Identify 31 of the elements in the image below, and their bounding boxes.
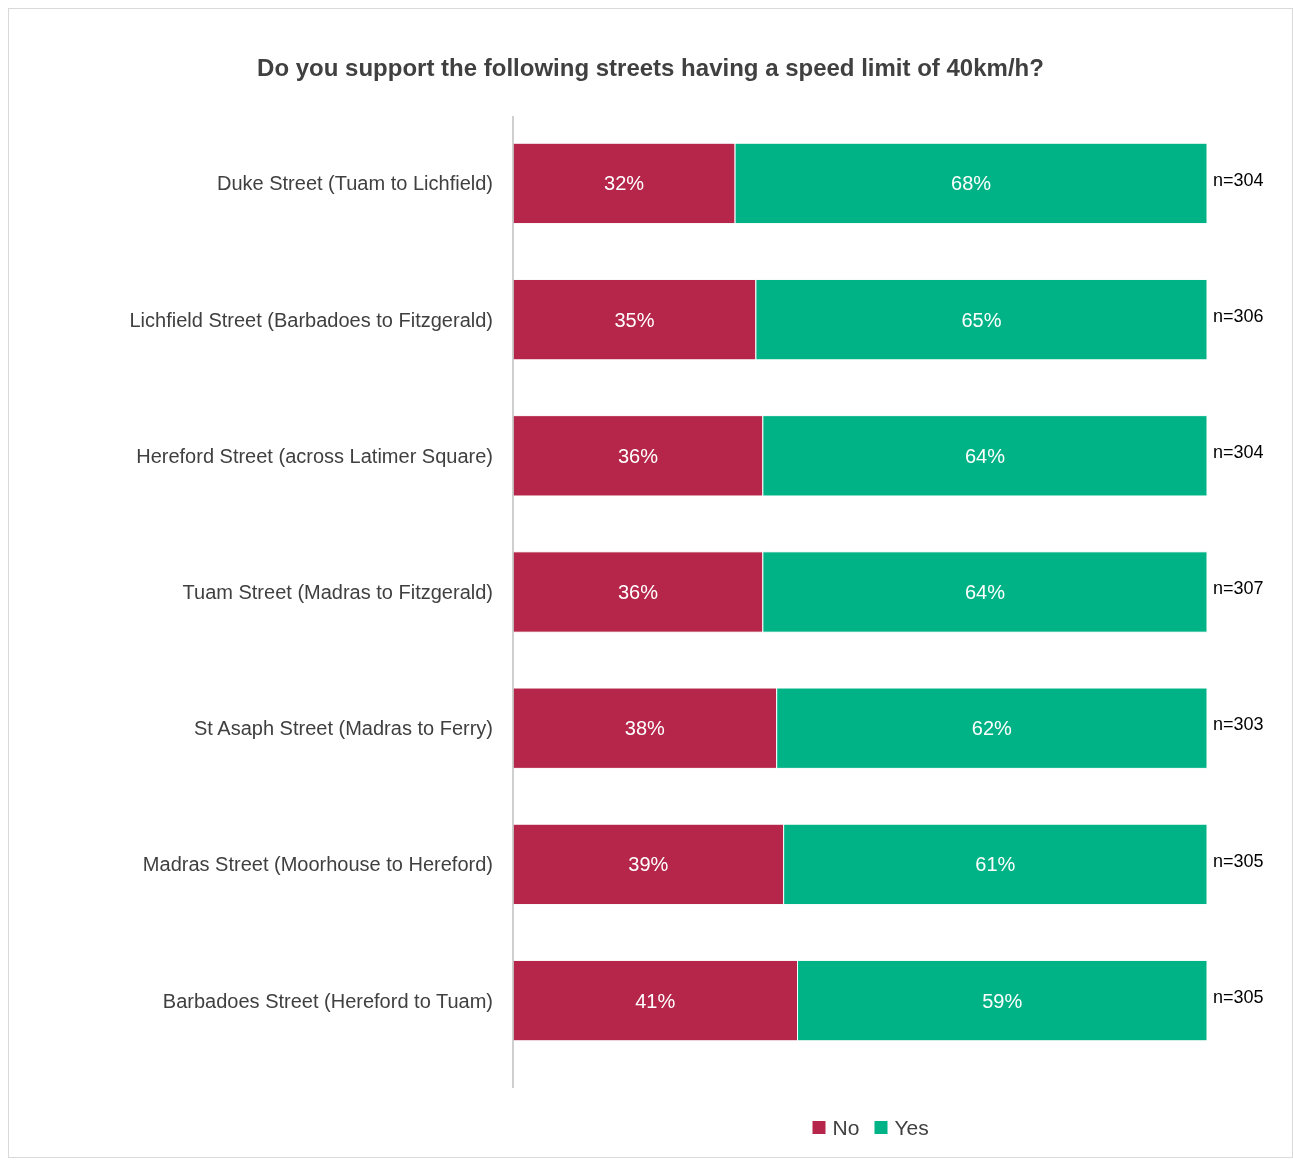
chart-title: Do you support the following streets having a speed limit of 40km/h?: [257, 54, 1044, 81]
data-label: 68%: [951, 172, 992, 195]
data-label: 36%: [617, 581, 659, 603]
y-tick-label: Duke Street (Tuam to Lichfield): [216, 172, 493, 195]
data-label: 59%: [982, 989, 1023, 1012]
text: n=305: [1213, 986, 1264, 1007]
y-tick-label: Barbadoes Street (Hereford to Tuam): [162, 989, 493, 1012]
text: n=305: [1213, 850, 1264, 871]
text: n=304: [1213, 169, 1264, 190]
y-tick-label: Madras Street (Moorhouse to Hereford): [142, 853, 493, 876]
data-label: 65%: [961, 308, 1002, 331]
text: n=306: [1213, 305, 1264, 326]
y-tick-label: St Asaph Street (Madras to Ferry): [194, 717, 493, 740]
text: n=304: [1213, 442, 1264, 463]
legend-label: Yes: [894, 1116, 929, 1140]
text: n=307: [1213, 578, 1264, 599]
y-tick-label: Lichfield Street (Barbadoes to Fitzgerald): [129, 308, 493, 331]
data-label: 64%: [964, 444, 1006, 467]
data-label: 39%: [628, 853, 669, 876]
data-label: 36%: [617, 444, 659, 467]
data-label: 64%: [964, 581, 1006, 603]
y-tick-label: Tuam Street (Madras to Fitzgerald): [182, 581, 493, 603]
data-label: 35%: [614, 308, 655, 331]
text: n=303: [1213, 714, 1264, 735]
data-label: 32%: [604, 172, 645, 195]
data-label: 61%: [975, 853, 1016, 876]
data-label: 41%: [635, 989, 676, 1012]
legend-label: No: [832, 1116, 860, 1140]
y-tick-label: Hereford Street (across Latimer Square): [136, 444, 493, 467]
data-label: 38%: [624, 717, 666, 740]
data-label: 62%: [971, 717, 1013, 740]
